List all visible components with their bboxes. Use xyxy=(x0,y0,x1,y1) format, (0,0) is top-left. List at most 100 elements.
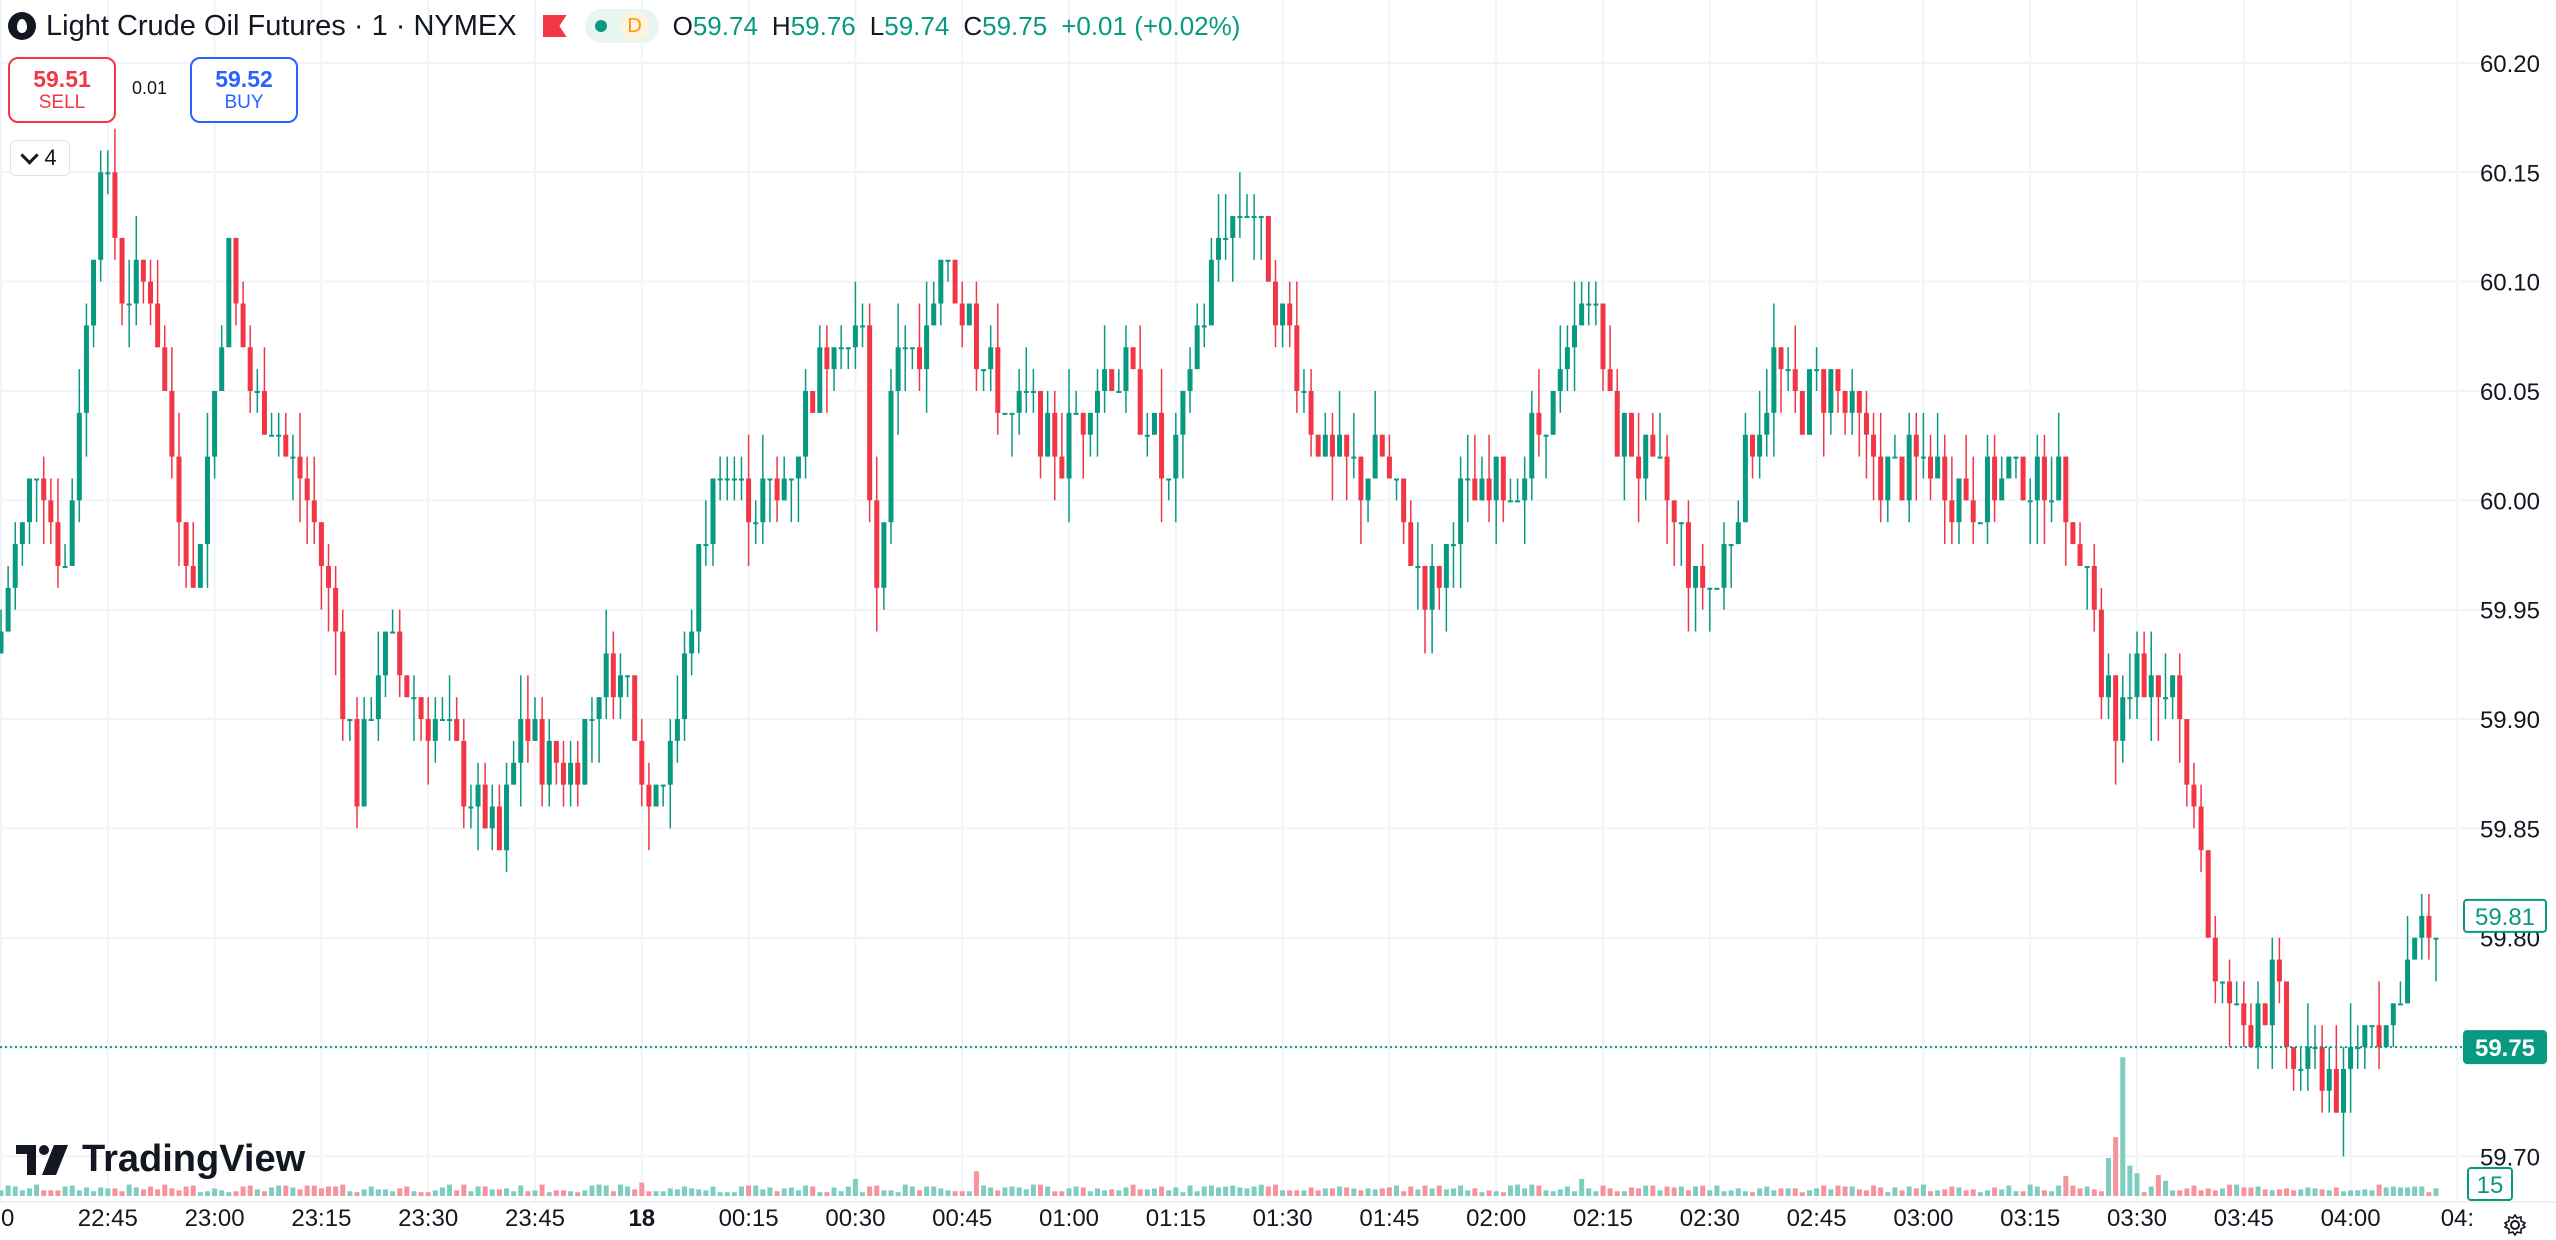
volume-bar xyxy=(1600,1185,1606,1196)
market-open-dot-icon xyxy=(594,20,607,32)
market-status-pill[interactable]: D xyxy=(584,9,659,43)
volume-bar xyxy=(447,1184,453,1196)
volume-bar xyxy=(140,1189,146,1196)
x-tick-label: 30 xyxy=(0,1205,14,1232)
volume-bar xyxy=(247,1185,253,1196)
symbol-title[interactable]: Light Crude Oil Futures · 1 · NYMEX xyxy=(46,9,517,42)
candle-body xyxy=(1201,325,1207,328)
candle-body xyxy=(810,391,816,413)
volume-bar xyxy=(333,1186,339,1196)
volume-bar xyxy=(1443,1189,1449,1196)
volume-bar xyxy=(2098,1191,2104,1196)
candle-body xyxy=(1422,565,1428,610)
candle-body xyxy=(582,719,588,785)
candle-body xyxy=(1913,434,1919,457)
volume-bar xyxy=(981,1185,987,1196)
candle-body xyxy=(1301,391,1307,393)
candle-body xyxy=(1636,456,1642,479)
candle-body xyxy=(2127,697,2133,700)
time-axis[interactable]: 30 22:45 23:00 23:15 23:30 23:45 18 00:15 00:30 0… xyxy=(0,1205,2474,1232)
high-label: H xyxy=(771,10,791,41)
volume-bar xyxy=(1785,1188,1791,1196)
candle-body xyxy=(112,172,118,238)
volume-bar xyxy=(219,1190,225,1196)
candle-body xyxy=(1579,303,1585,326)
volume-bar xyxy=(1657,1190,1663,1196)
mark-price-badge-bg xyxy=(2463,898,2547,933)
mark-price-badge: 59.81 xyxy=(2463,898,2547,933)
volume-bar xyxy=(518,1185,524,1196)
delayed-badge: D xyxy=(620,12,649,40)
candle-body xyxy=(895,347,901,391)
candle-body xyxy=(1572,325,1578,348)
indicators-toggle-button[interactable]: 4 xyxy=(10,140,70,176)
volume-bar xyxy=(2312,1188,2318,1196)
volume-bar xyxy=(2063,1176,2069,1196)
volume-bar xyxy=(1835,1185,1841,1196)
volume-bar xyxy=(190,1185,196,1196)
candle-body xyxy=(1038,391,1044,457)
candle-body xyxy=(1970,500,1976,523)
price-axis[interactable]: 60.20 60.15 60.10 60.05 60.00 59.95 59.90 59.85… xyxy=(2480,51,2540,1171)
volume-bar xyxy=(1650,1185,1656,1196)
volume-bar xyxy=(1628,1187,1634,1196)
volume-bar xyxy=(1315,1190,1321,1196)
candle-body xyxy=(1928,456,1934,479)
candle-body xyxy=(26,478,32,523)
volume-bar xyxy=(2284,1188,2290,1196)
candle-body xyxy=(83,325,89,413)
candle-body xyxy=(1151,412,1157,435)
candle-body xyxy=(2276,959,2282,982)
volume-badge: 15 xyxy=(2467,1167,2513,1201)
candle-body xyxy=(489,806,495,829)
volume-bar xyxy=(1472,1188,1478,1196)
candle-body xyxy=(254,391,260,393)
volume-bar xyxy=(48,1190,54,1196)
volume-bar xyxy=(931,1186,937,1196)
candle-body xyxy=(1714,587,1720,590)
candle-body xyxy=(34,478,40,481)
volume-bar xyxy=(1379,1188,1385,1196)
settings-icon[interactable] xyxy=(2504,1214,2526,1236)
volume-bar xyxy=(2113,1137,2119,1196)
candle-body xyxy=(909,347,915,350)
candle-body xyxy=(1308,391,1314,435)
candle-body xyxy=(1621,412,1627,457)
candle-body xyxy=(653,784,659,807)
candle-body xyxy=(1009,412,1015,415)
candle-body xyxy=(2148,675,2154,698)
volume-bar xyxy=(546,1192,552,1196)
volume-bar xyxy=(724,1192,730,1196)
volume-bar xyxy=(1671,1187,1677,1196)
buy-button[interactable]: 59.52 BUY xyxy=(190,57,298,123)
volume-bar xyxy=(2049,1191,2055,1196)
sell-price: 59.51 xyxy=(33,66,91,92)
candle-body xyxy=(2020,456,2026,501)
candle-body xyxy=(1450,544,1456,547)
volume-bar xyxy=(2084,1186,2090,1196)
candle-body xyxy=(183,522,189,566)
volume-bar xyxy=(1700,1185,1706,1196)
volume-bar xyxy=(382,1189,388,1196)
candle-body xyxy=(69,500,75,566)
flag-icon[interactable] xyxy=(543,15,567,37)
volume-bar xyxy=(34,1184,40,1196)
volume-bar xyxy=(617,1184,623,1196)
volume-bar xyxy=(1073,1186,1079,1196)
sell-button[interactable]: 59.51 SELL xyxy=(8,57,116,123)
candle-body xyxy=(2184,719,2190,785)
open-value: 59.74 xyxy=(692,10,758,41)
candle-body xyxy=(439,719,445,722)
candle-body xyxy=(1778,347,1784,370)
candle-body xyxy=(525,719,531,741)
candle-body xyxy=(1230,216,1236,238)
volume-bar xyxy=(2091,1189,2097,1196)
volume-bar xyxy=(2134,1173,2140,1196)
candle-body xyxy=(838,347,844,350)
candle-body xyxy=(881,522,887,588)
candle-body xyxy=(105,172,111,175)
volume-bar xyxy=(639,1182,645,1196)
tradingview-logo[interactable]: TradingView xyxy=(16,1138,305,1181)
volume-bar xyxy=(817,1192,823,1196)
